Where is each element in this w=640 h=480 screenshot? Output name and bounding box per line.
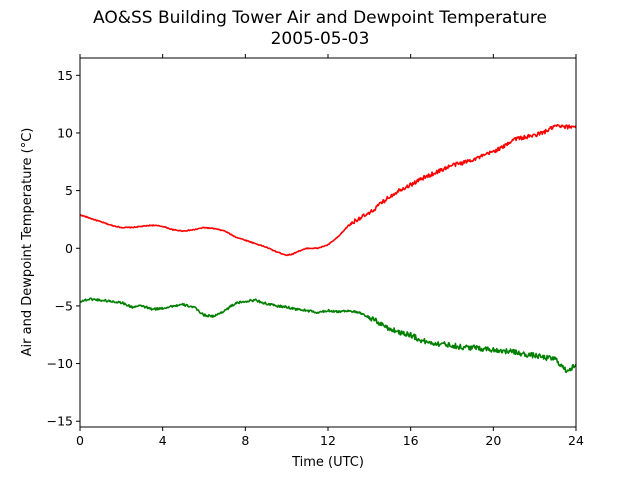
x-tick-label: 20 <box>485 433 501 448</box>
series-line-2 <box>79 297 577 374</box>
x-axis-ticks: 0 4 8 12 16 20 24 <box>76 54 584 448</box>
y-tick-label: −15 <box>47 414 73 429</box>
y-tick-label: 15 <box>57 68 73 83</box>
y-axis-ticks: −15 −10 −5 0 5 10 15 <box>47 68 80 429</box>
x-tick-label: 8 <box>241 433 249 448</box>
x-tick-label: 12 <box>320 433 336 448</box>
x-tick-label: 4 <box>159 433 167 448</box>
y-axis-label: Air and Dewpoint Temperature (°C) <box>20 128 35 357</box>
y-tick-label: −10 <box>47 356 73 371</box>
y-tick-label: 0 <box>65 241 73 256</box>
x-tick-label: 0 <box>76 433 84 448</box>
x-tick-label: 24 <box>568 433 584 448</box>
y-tick-label: 10 <box>57 125 73 140</box>
series-layer <box>79 123 577 374</box>
plot-area-frame <box>79 57 577 428</box>
y-tick-label: −5 <box>55 298 73 313</box>
chart-title: AO&SS Building Tower Air and Dewpoint Te… <box>92 8 547 28</box>
x-tick-label: 16 <box>403 433 419 448</box>
chart-subtitle: 2005-05-03 <box>270 29 370 49</box>
series-line-1 <box>79 123 577 257</box>
y-tick-label: 5 <box>65 183 73 198</box>
x-axis-label: Time (UTC) <box>291 455 364 470</box>
